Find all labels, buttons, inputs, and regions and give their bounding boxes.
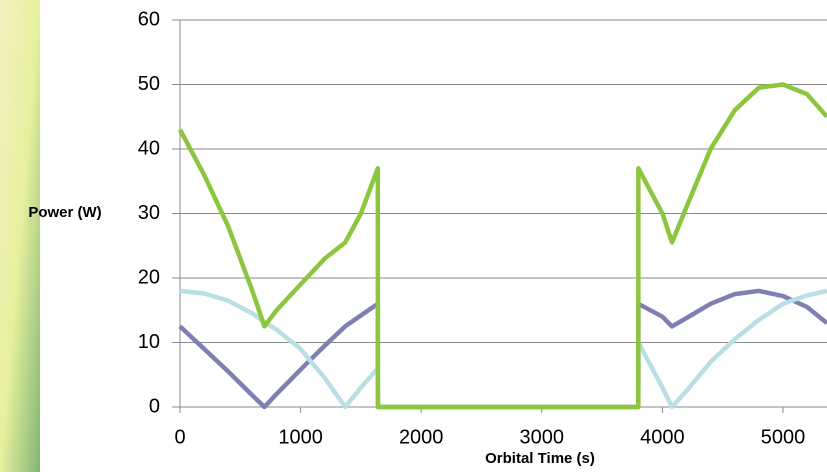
x-tick-label: 5000	[761, 426, 806, 448]
x-tick-label: 2000	[399, 426, 444, 448]
x-tick-label: 0	[174, 426, 185, 448]
y-tick-label: 30	[138, 202, 160, 224]
y-tick-label: 0	[149, 395, 160, 417]
y-tick-label: 50	[138, 73, 160, 95]
x-tick-label: 3000	[520, 426, 565, 448]
series-line	[180, 85, 827, 408]
y-tick-label: 60	[138, 8, 160, 30]
x-tick-label: 1000	[278, 426, 323, 448]
x-axis-label: Orbital Time (s)	[485, 450, 595, 467]
x-tick-label: 4000	[640, 426, 685, 448]
photo-fade	[0, 0, 40, 472]
y-tick-label: 20	[138, 266, 160, 288]
y-axis-label: Power (W)	[28, 204, 101, 221]
chart: Power (W) Orbital Time (s) 0 10 20 30 40 50 60…	[0, 0, 827, 472]
y-tick-label: 10	[138, 331, 160, 353]
y-tick-label: 40	[138, 137, 160, 159]
